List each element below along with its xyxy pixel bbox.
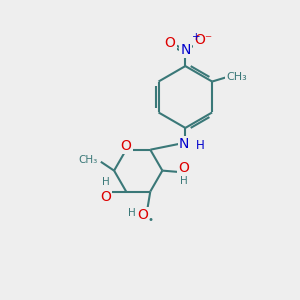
Text: H: H — [180, 176, 188, 187]
Text: O: O — [178, 161, 189, 175]
Text: •: • — [148, 215, 154, 225]
Text: N: N — [180, 43, 190, 57]
Text: O⁻: O⁻ — [194, 33, 212, 47]
Text: H: H — [128, 208, 136, 218]
Text: N: N — [179, 137, 189, 151]
Text: H: H — [102, 177, 110, 187]
Text: +: + — [192, 32, 200, 42]
Text: O: O — [121, 139, 132, 153]
Text: O: O — [137, 208, 148, 222]
Text: CH₃: CH₃ — [79, 155, 98, 165]
Text: H: H — [196, 139, 204, 152]
Text: CH₃: CH₃ — [226, 72, 247, 82]
Text: O: O — [165, 35, 176, 50]
Text: O: O — [100, 190, 111, 204]
